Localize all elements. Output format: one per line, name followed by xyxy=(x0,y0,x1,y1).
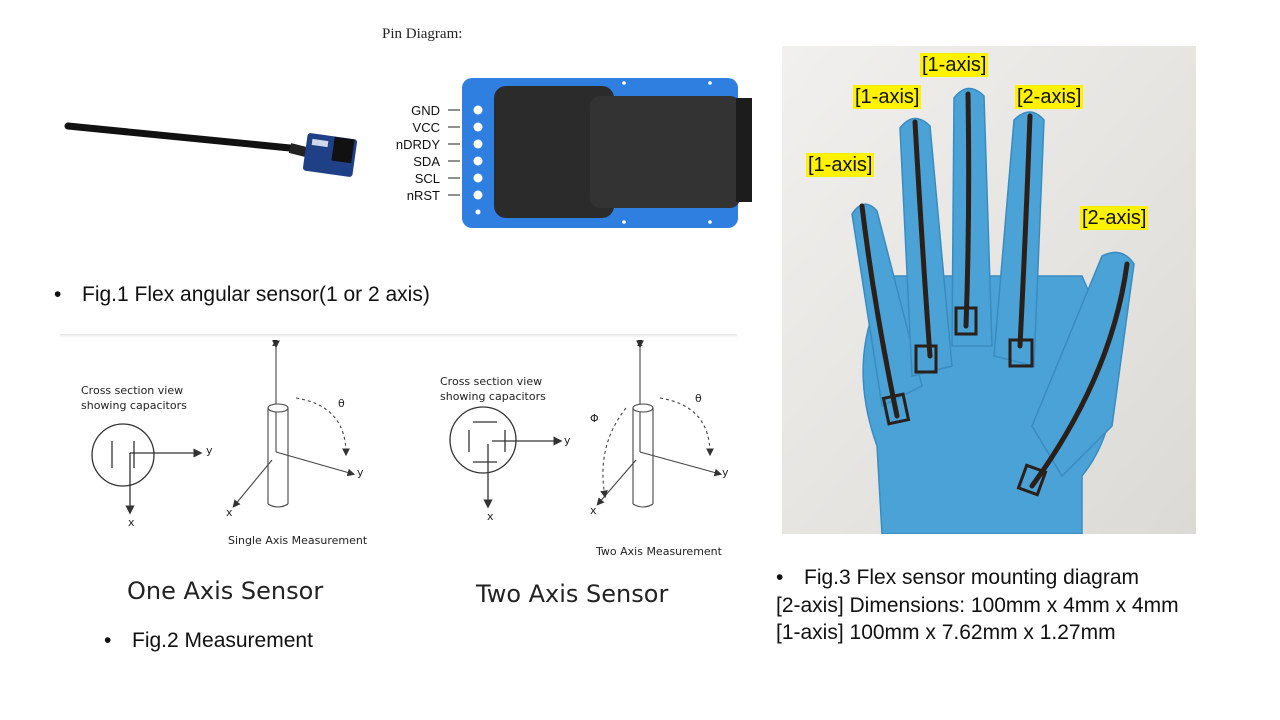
two-axis-note-line2: showing capacitors xyxy=(440,390,546,403)
fig2-caption-text: Fig.2 Measurement xyxy=(132,629,313,652)
single-axis-measurement-label: Single Axis Measurement xyxy=(228,534,368,547)
fig2-diagram-panel xyxy=(60,334,737,338)
fig1-bullet: • xyxy=(54,283,62,306)
fig2-drawing xyxy=(91,340,723,515)
one-axis-sensor-label: One Axis Sensor xyxy=(127,577,324,605)
fig1-caption-text: Fig.1 Flex angular sensor(1 or 2 axis) xyxy=(82,283,430,306)
one-axis-y-label: y xyxy=(357,466,364,479)
thumb-sensor-tag: [2-axis] xyxy=(1080,206,1149,230)
one-axis-x-label: x xyxy=(226,506,233,519)
fig2-bullet: • xyxy=(104,629,112,652)
two-axis-measurement-label: Two Axis Measurement xyxy=(596,545,722,558)
one-axis-theta-label: θ xyxy=(338,397,345,410)
two-axis-cross-y-label: y xyxy=(564,434,571,447)
index-sensor-tag: [2-axis] xyxy=(1015,85,1084,109)
fig1-caption: • Fig.1 Flex angular sensor(1 or 2 axis) xyxy=(54,283,430,307)
pin-scl-label: SCL xyxy=(414,171,440,186)
middle-sensor-tag: [1-axis] xyxy=(920,53,989,77)
pin-gnd-label: GND xyxy=(411,103,440,118)
one-axis-cross-x-label: x xyxy=(128,516,135,529)
pin-vcc-label: VCC xyxy=(412,120,440,135)
two-axis-theta-label: θ xyxy=(695,392,702,405)
one-axis-note-line1: Cross section view xyxy=(81,384,184,397)
glove-photo xyxy=(782,46,1196,535)
pinky-sensor-tag: [1-axis] xyxy=(806,153,875,177)
fig3-caption-text: Fig.3 Flex sensor mounting diagram xyxy=(804,566,1139,589)
two-axis-y-label: y xyxy=(722,466,729,479)
one-axis-z-label: z xyxy=(272,336,278,349)
fig3-1axis-dimensions: [1-axis] 100mm x 7.62mm x 1.27mm xyxy=(776,621,1116,644)
two-axis-x-label: x xyxy=(590,504,597,517)
one-axis-note-line2: showing capacitors xyxy=(81,399,187,412)
ring-sensor-tag: [1-axis] xyxy=(853,85,922,109)
two-axis-note-line1: Cross section view xyxy=(440,375,543,388)
two-axis-phi-label: Φ xyxy=(590,412,599,425)
breakout-board xyxy=(448,78,752,228)
pin-diagram-title: Pin Diagram: xyxy=(382,26,463,42)
two-axis-sensor-label: Two Axis Sensor xyxy=(476,580,669,608)
fig3-bullet: • xyxy=(776,566,784,589)
two-axis-cross-x-label: x xyxy=(487,510,494,523)
pin-ndrdy-label: nDRDY xyxy=(395,137,440,152)
two-axis-z-label: z xyxy=(637,336,643,349)
flex-sensor-photo xyxy=(64,122,358,177)
fig3-2axis-dimensions: [2-axis] Dimensions: 100mm x 4mm x 4mm xyxy=(776,594,1179,617)
pin-sda-label: SDA xyxy=(413,154,440,169)
one-axis-cross-y-label: y xyxy=(206,444,213,457)
fig2-caption: • Fig.2 Measurement xyxy=(104,629,313,653)
pin-nrst-label: nRST xyxy=(406,188,440,203)
glove-illustration xyxy=(782,46,1196,535)
fig3-caption: • Fig.3 Flex sensor mounting diagram xyxy=(776,566,1139,590)
